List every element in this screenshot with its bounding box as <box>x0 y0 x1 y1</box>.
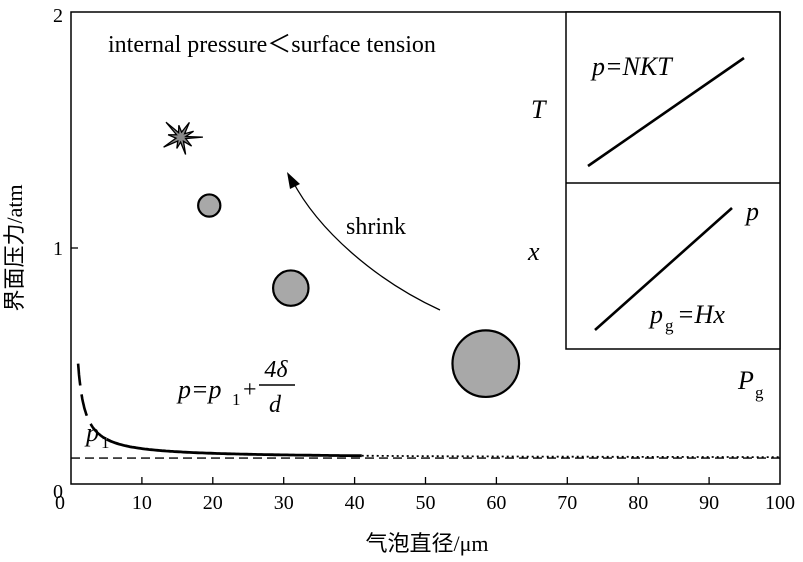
burst-shape <box>163 121 203 155</box>
y-axis-label: 界面压力/atm <box>2 184 27 311</box>
x-tick-label: 40 <box>345 492 365 514</box>
burst-bubble-icon <box>163 121 203 155</box>
inset-bottom-formula-p: p <box>648 300 663 329</box>
inset-bottom-axis-label: x <box>527 237 540 266</box>
pg-letter: P <box>737 366 754 395</box>
pressure-curve-dotted <box>361 454 780 458</box>
p1-subscript: 1 <box>101 433 110 452</box>
pressure-curve-dashed <box>76 363 108 441</box>
y-tick-label: 0 <box>53 481 63 503</box>
inset-frame <box>565 11 781 350</box>
curve-formula: p=p 1 + 4δ d <box>176 357 295 418</box>
shrink-arrow <box>291 179 441 311</box>
inset-bottom-formula-sub: g <box>665 316 674 335</box>
p1-letter: p <box>84 418 99 447</box>
pg-label: P g <box>737 366 764 402</box>
bubbles <box>197 193 521 399</box>
x-tick-label: 0 <box>55 492 65 514</box>
y-tick-label: 2 <box>53 5 63 27</box>
bubble <box>271 269 310 307</box>
p1-label: p 1 <box>84 418 110 452</box>
inset-bottom-formula-right: =Hx <box>677 300 725 329</box>
pressure-curve-solid <box>105 437 362 458</box>
x-axis-ticks: 0 10 20 30 40 50 60 70 80 90 100 <box>55 477 795 514</box>
x-tick-label: 70 <box>557 492 577 514</box>
formula-sub: 1 <box>232 390 241 409</box>
inset-top-formula: p=NKT <box>590 52 673 81</box>
inset-top: p=NKT T <box>531 52 745 168</box>
formula-plus: + <box>243 377 257 403</box>
inset-bottom-p: p <box>744 197 759 226</box>
bubble <box>197 193 222 218</box>
inset-bottom: p p g =Hx x <box>527 197 759 335</box>
x-tick-label: 100 <box>765 492 795 514</box>
bubble <box>451 329 521 399</box>
inset-bottom-line <box>594 207 733 331</box>
formula-numerator: 4δ <box>264 357 288 383</box>
x-tick-label: 30 <box>274 492 294 514</box>
y-tick-label: 1 <box>53 238 63 260</box>
inset-top-axis-label: T <box>531 95 547 124</box>
inset-top-line <box>587 56 745 168</box>
y-axis-ticks: 0 1 2 <box>53 5 78 503</box>
formula-left: p=p <box>176 375 222 404</box>
x-tick-label: 20 <box>203 492 223 514</box>
x-axis-label: 气泡直径/μm <box>365 531 488 556</box>
shrink-arrowhead <box>287 172 300 189</box>
pg-subscript: g <box>755 383 764 402</box>
shrink-label: shrink <box>346 214 406 240</box>
x-tick-label: 60 <box>486 492 506 514</box>
x-tick-label: 80 <box>628 492 648 514</box>
x-tick-label: 50 <box>416 492 436 514</box>
x-tick-label: 10 <box>132 492 152 514</box>
x-tick-label: 90 <box>699 492 719 514</box>
formula-denominator: d <box>269 392 282 418</box>
condition-title: internal pressure＜surface tension <box>108 32 436 58</box>
